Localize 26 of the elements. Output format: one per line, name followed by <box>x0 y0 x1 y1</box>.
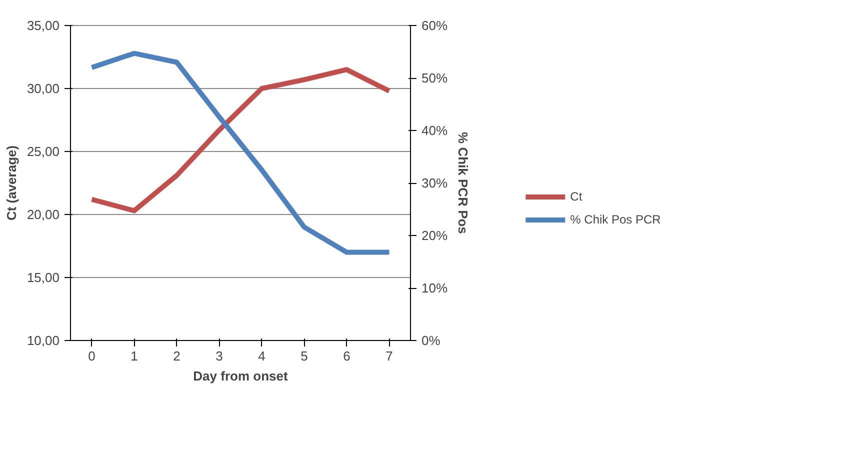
x-tick-label: 7 <box>386 348 393 364</box>
legend-label: Ct <box>570 189 584 203</box>
y-tick-label: 10,00 <box>26 333 60 348</box>
x-axis-title: Day from onset <box>193 368 288 384</box>
x-tick-label: 4 <box>258 348 266 364</box>
y2-tick-label: 50% <box>422 70 448 86</box>
x-tick-label: 6 <box>343 348 350 364</box>
x-tick-label: 0 <box>88 348 96 364</box>
x-tick-label: 1 <box>130 348 138 364</box>
y2-tick-label: 0% <box>422 333 441 348</box>
y-tick-label: 30,00 <box>26 81 60 96</box>
y-tick-label: 35,00 <box>26 18 60 33</box>
y-tick-label: 25,00 <box>26 144 60 159</box>
y2-tick-label: 20% <box>422 228 448 243</box>
legend-label: % Chik Pos PCR <box>570 212 661 226</box>
x-tick-label: 3 <box>216 348 223 364</box>
y2-axis-title: % Chik PCR Pos <box>456 132 471 234</box>
x-tick-label: 5 <box>300 348 308 364</box>
y2-tick-label: 30% <box>422 176 448 190</box>
y-tick-label: 20,00 <box>26 207 60 222</box>
y2-tick-label: 60% <box>422 18 448 33</box>
y2-tick-label: 40% <box>422 123 448 138</box>
y2-tick-label: 10% <box>422 280 448 296</box>
y-axis-title: Ct (average) <box>4 145 19 221</box>
x-tick-label: 2 <box>173 348 180 364</box>
y-tick-label: 15,00 <box>26 270 60 285</box>
